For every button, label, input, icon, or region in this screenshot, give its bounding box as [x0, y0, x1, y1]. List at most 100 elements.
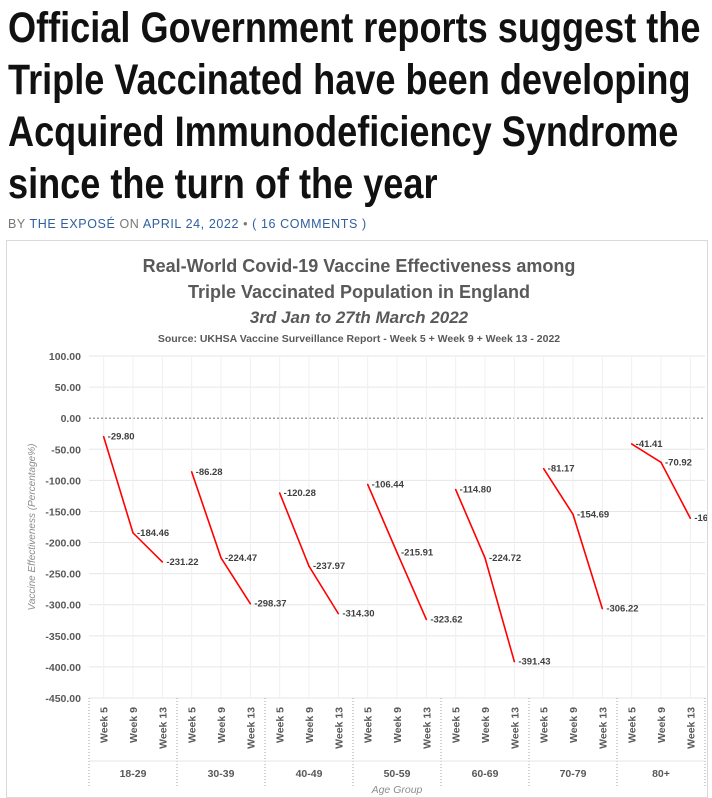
x-group-label: 30-39 [208, 768, 235, 780]
data-label: -29.80 [108, 432, 135, 443]
data-point [484, 557, 486, 559]
data-point [454, 488, 457, 491]
x-week-label: Week 13 [509, 707, 521, 749]
data-label: -70.92 [665, 457, 692, 468]
y-tick-label: -250.00 [45, 569, 81, 581]
data-point [308, 565, 310, 567]
data-label: -81.17 [548, 464, 575, 475]
x-week-label: Week 13 [597, 707, 609, 749]
data-point [396, 551, 398, 554]
data-point [190, 471, 193, 473]
data-label: -114.80 [460, 485, 492, 496]
x-group-label: 60-69 [472, 768, 499, 780]
data-point [366, 483, 369, 486]
data-label: -160.92 [694, 513, 707, 524]
x-week-label: Week 9 [216, 707, 228, 743]
x-week-label: Week 9 [128, 707, 140, 743]
y-axis-title: Vaccine Effectiveness (Percentage%) [27, 444, 38, 611]
x-week-label: Week 5 [275, 707, 287, 743]
chart-subtitle: 3rd Jan to 27th March 2022 [250, 308, 469, 327]
data-label: -224.72 [489, 553, 521, 564]
headline-line: Triple Vaccinated have been developing [8, 56, 691, 104]
date-link[interactable]: APRIL 24, 2022 [142, 217, 240, 231]
x-week-label: Week 13 [245, 707, 257, 749]
y-tick-label: -200.00 [45, 538, 81, 550]
data-label: -391.43 [518, 657, 550, 668]
data-label: -314.30 [342, 609, 374, 620]
x-week-label: Week 9 [480, 707, 492, 743]
x-week-label: Week 5 [187, 707, 199, 743]
x-week-label: Week 5 [539, 707, 551, 743]
data-label: -237.97 [313, 561, 345, 572]
data-label: -184.46 [137, 528, 169, 539]
comments-link[interactable]: ( 16 COMMENTS ) [252, 217, 367, 231]
data-point [572, 513, 574, 516]
x-group-label: 40-49 [296, 768, 323, 780]
data-label: -215.91 [401, 547, 434, 558]
x-week-label: Week 13 [421, 707, 433, 749]
data-point [337, 612, 340, 615]
x-week-label: Week 13 [157, 707, 169, 749]
data-point [161, 561, 164, 563]
data-label: -106.44 [372, 479, 405, 490]
article-byline: BY THE EXPOSÉ ON APRIL 24, 2022 • ( 16 C… [8, 217, 367, 231]
y-tick-label: -150.00 [45, 506, 81, 518]
data-label: -120.28 [284, 488, 316, 499]
data-point [132, 532, 134, 534]
data-point [102, 435, 105, 438]
y-tick-label: -100.00 [45, 475, 81, 487]
x-week-label: Week 9 [656, 707, 668, 743]
byline-separator: • [243, 217, 249, 231]
article-headline: Official Government reports suggest the … [8, 2, 701, 210]
data-point [249, 602, 252, 605]
x-week-label: Week 13 [685, 707, 697, 749]
headline-line: since the turn of the year [8, 160, 438, 208]
data-label: -86.28 [196, 467, 223, 478]
x-week-label: Week 9 [568, 707, 580, 743]
data-point [542, 467, 545, 470]
x-group-label: 70-79 [560, 768, 587, 780]
data-label: -298.37 [254, 599, 286, 610]
headline-line: Acquired Immunodeficiency Syndrome [8, 108, 679, 156]
data-label: -231.22 [166, 557, 198, 568]
x-group-label: 50-59 [384, 768, 411, 780]
data-label: -323.62 [430, 614, 462, 625]
author-link[interactable]: THE EXPOSÉ [29, 217, 116, 231]
y-tick-label: -400.00 [45, 662, 81, 674]
vaccine-effectiveness-chart: Real-World Covid-19 Vaccine Effectivenes… [27, 256, 707, 796]
data-point [660, 461, 662, 464]
chart-title: Real-World Covid-19 Vaccine Effectivenes… [143, 256, 576, 276]
x-week-label: Week 5 [451, 707, 463, 743]
data-label: -41.41 [636, 439, 664, 450]
y-tick-label: -450.00 [45, 693, 81, 705]
chart-title-line2: Triple Vaccinated Population in England [188, 282, 530, 302]
x-week-label: Week 5 [363, 707, 375, 743]
y-tick-label: -300.00 [45, 600, 81, 612]
x-axis-title: Age Group [371, 784, 423, 796]
data-point [630, 443, 633, 445]
y-tick-label: 50.00 [55, 382, 81, 394]
chart-source: Source: UKHSA Vaccine Surveillance Repor… [158, 333, 560, 345]
x-group-label: 80+ [652, 768, 670, 780]
x-week-label: Week 5 [99, 707, 111, 743]
x-group-label: 18-29 [120, 768, 147, 780]
byline-on-label: ON [119, 217, 140, 231]
y-tick-label: 0.00 [61, 413, 82, 425]
data-label: -154.69 [577, 509, 609, 520]
data-label: -224.47 [225, 553, 257, 564]
x-week-label: Week 5 [627, 707, 639, 743]
x-week-label: Week 9 [304, 707, 316, 743]
data-point [689, 517, 692, 520]
chart-image: Real-World Covid-19 Vaccine Effectivenes… [6, 240, 708, 798]
data-label: -306.22 [606, 604, 638, 615]
data-point [601, 607, 604, 610]
x-week-label: Week 9 [392, 707, 404, 743]
x-week-label: Week 13 [333, 707, 345, 749]
headline-line: Official Government reports suggest the [8, 4, 701, 52]
data-point [220, 556, 222, 559]
y-tick-label: -350.00 [45, 631, 81, 643]
data-point [425, 618, 428, 621]
byline-by-label: BY [8, 217, 26, 231]
y-tick-label: -50.00 [51, 444, 81, 456]
data-point [278, 492, 281, 494]
